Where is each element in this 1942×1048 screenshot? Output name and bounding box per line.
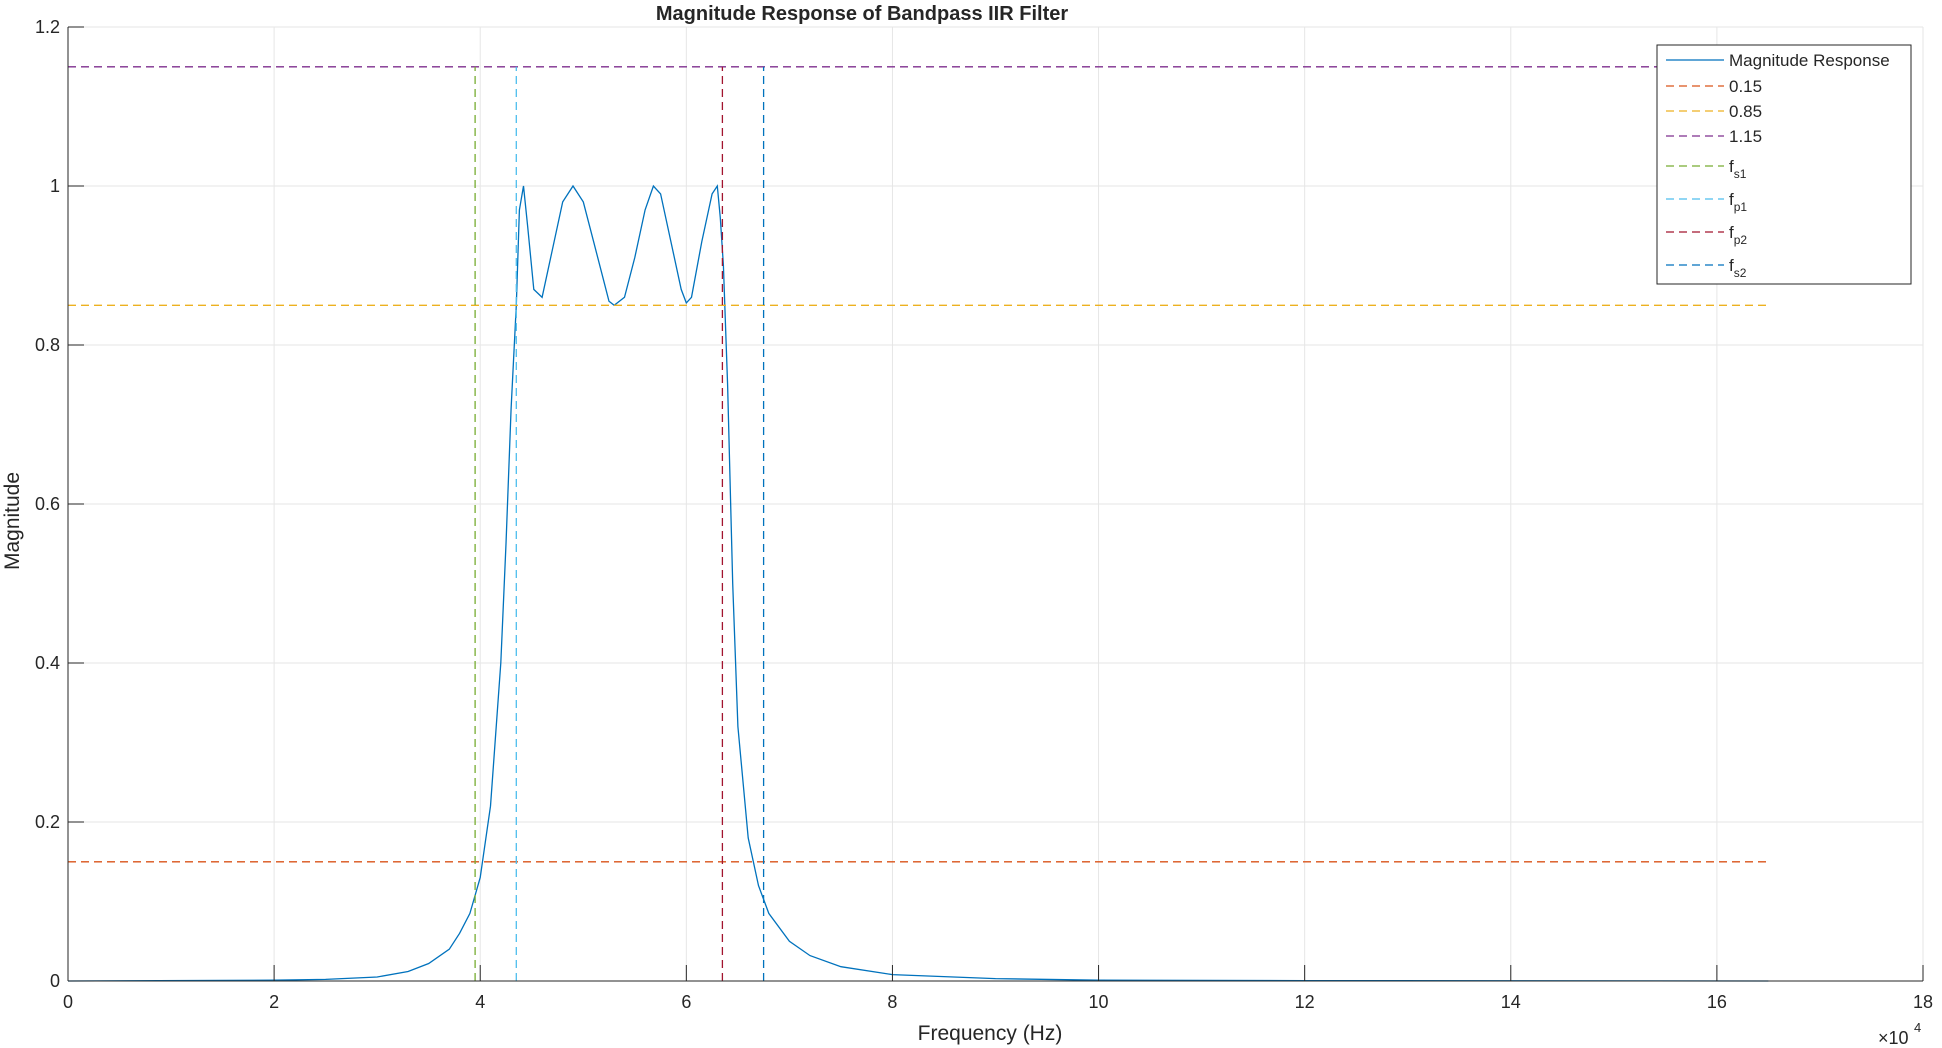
y-tick-label: 0.4: [35, 653, 60, 673]
chart-title: Magnitude Response of Bandpass IIR Filte…: [656, 3, 1068, 25]
y-tick-label: 1: [50, 176, 60, 196]
y-tick-label: 0.2: [35, 812, 60, 832]
x-tick-label: 6: [681, 992, 691, 1012]
x-tick-label: 10: [1089, 992, 1109, 1012]
legend-label-subscript: p1: [1734, 200, 1748, 214]
legend-label-subscript: p2: [1734, 233, 1748, 247]
x-exponent-power: 4: [1914, 1020, 1921, 1035]
plot-area: [67, 66, 1769, 982]
y-tick-label: 0: [50, 971, 60, 991]
x-tick-label: 18: [1913, 992, 1933, 1012]
x-tick-label: 4: [475, 992, 485, 1012]
y-tick-label: 0.8: [35, 335, 60, 355]
x-exponent-base: ×10: [1878, 1028, 1909, 1048]
legend-label-0: Magnitude Response: [1729, 51, 1890, 70]
legend-label-2: 0.85: [1729, 102, 1762, 121]
legend-box: [1656, 44, 1912, 285]
legend-label-subscript: s2: [1734, 266, 1747, 280]
x-tick-label: 12: [1295, 992, 1315, 1012]
tick-labels: 0 2 4 6 8 10 12 14 16 18 0 0.2 0.4 0.6 0.8 1 1.2: [35, 17, 1933, 1012]
x-axis-label: Frequency (Hz): [918, 1022, 1063, 1045]
y-axis-label: Magnitude: [1, 472, 24, 570]
y-tick-label: 1.2: [35, 17, 60, 37]
x-tick-label: 0: [63, 992, 73, 1012]
legend: Magnitude Response0.150.851.15fs1fp1fp2f…: [1656, 44, 1912, 285]
y-tick-label: 0.6: [35, 494, 60, 514]
x-axis-exponent: ×10 4: [1878, 1020, 1921, 1048]
legend-label-1: 0.15: [1729, 77, 1762, 96]
legend-label-3: 1.15: [1729, 127, 1762, 146]
series-line-0: [67, 184, 1769, 982]
axes: [67, 26, 1924, 982]
x-tick-label: 16: [1707, 992, 1727, 1012]
x-tick-label: 8: [887, 992, 897, 1012]
x-tick-label: 14: [1501, 992, 1521, 1012]
x-tick-label: 2: [269, 992, 279, 1012]
legend-label-subscript: s1: [1734, 167, 1747, 181]
